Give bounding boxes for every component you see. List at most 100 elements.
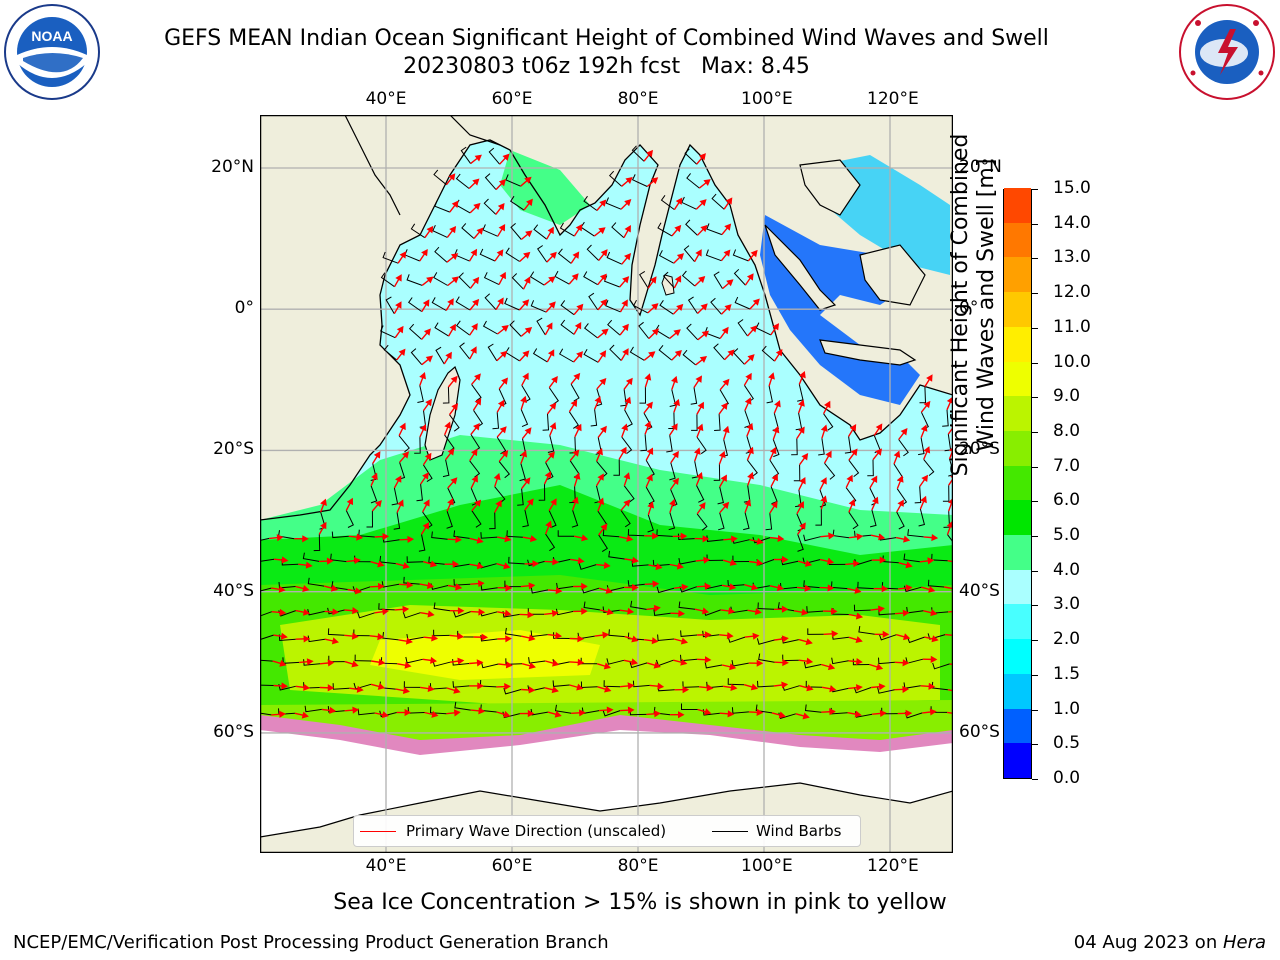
wave-arrow-head [352,607,359,615]
wave-arrow-head [500,350,508,358]
wind-barb [732,249,749,262]
wind-barb [331,531,349,539]
wave-arrow-head [276,534,284,542]
wind-barb [260,659,273,662]
colorbar-tick-label: 8.0 [1053,420,1081,441]
wave-arrow-head [699,356,708,363]
wave-arrow-head [431,710,439,718]
wind-barb [627,529,645,537]
wave-arrow-head [520,395,527,404]
wind-barb [434,200,450,213]
wave-arrow-head [551,686,559,694]
wind-barb [793,464,801,482]
wave-arrow-head [327,684,335,692]
wave-arrow-head [623,472,631,480]
wave-arrow-head [778,711,787,719]
wave-arrow-head [905,561,913,569]
wind-barb [631,145,645,162]
wave-arrow-head [624,199,632,207]
wind-barb [504,627,522,637]
wind-barb [623,485,635,503]
wind-barb [460,146,472,164]
wind-barb [896,511,905,530]
wave-arrow-head [476,536,484,544]
wave-arrow-head [848,498,856,507]
wave-arrow-head [476,227,484,235]
wave-arrow-head [431,634,439,642]
wave-arrow-head [750,249,758,258]
wave-arrow-head [477,682,484,690]
wind-barb [435,346,445,365]
wave-arrow-head [572,449,580,457]
wave-arrow-head [646,401,653,409]
wind-barb [357,708,375,716]
lat-tick-right: 0° [959,298,979,319]
wind-barb [327,706,345,713]
colorbar-segment [1004,326,1031,362]
wind-barb [653,609,671,616]
wind-barb [379,710,397,718]
colorbar-segment [1004,361,1031,397]
wave-arrow-head [356,685,364,693]
wind-barb [658,250,674,264]
wind-barb [632,680,650,688]
wind-barb [657,222,673,237]
wave-arrow-head [698,502,706,510]
wave-arrow-head [404,708,412,717]
wave-arrow-head [303,683,311,691]
wave-arrow-head [422,299,430,307]
wave-arrow-head [671,423,678,431]
wave-arrow-head [625,176,633,184]
wind-barb [640,434,647,452]
colorbar-segment [1004,291,1031,327]
wave-arrow-head [377,682,385,690]
wave-arrow-head [704,582,712,590]
wave-arrow-head [627,706,635,714]
wind-barb [380,325,396,339]
wind-barb [756,638,775,645]
colorbar-tick-label: 3.0 [1053,594,1081,615]
wind-barb [877,687,895,694]
colorbar-tick-label: 5.0 [1053,525,1081,546]
wave-arrow-head [903,633,911,641]
wind-barb [932,662,950,670]
wave-arrow-head [470,346,477,354]
wind-barb [658,344,673,361]
wave-arrow-head [524,327,533,334]
colorbar-segment [1004,742,1031,778]
wind-barb [621,436,633,454]
wave-arrow-head [771,473,778,482]
wave-arrow-head [802,712,810,720]
wind-barb [433,169,447,186]
wave-arrow-head [672,450,679,459]
wave-arrow-head [425,355,434,363]
lat-tick-right: 20°N [959,156,1002,177]
wind-barb [408,297,423,313]
wind-barb [414,437,421,454]
wave-arrow-head [777,534,785,542]
wave-arrow-head [772,323,780,331]
wave-arrow-head [598,227,606,235]
lon-tick-top: 120°E [867,89,919,109]
wave-arrow-head [577,635,585,643]
wave-arrow-head [681,583,689,591]
wind-barb [557,248,572,264]
wave-arrow-head [727,349,735,357]
wind-barb [647,514,654,533]
wind-barb [733,268,746,286]
wind-barb [683,245,695,263]
wave-arrow-head [377,560,385,568]
wind-barb [398,435,410,453]
wind-barb [606,658,625,665]
wind-barb [431,531,448,540]
wind-barb [449,414,460,432]
wave-arrow-head [402,562,410,570]
wave-arrow-head [399,251,407,259]
wave-arrow-head [724,223,732,231]
wind-barb [383,344,398,361]
wave-arrow-head [879,556,887,564]
wave-arrow-head [407,535,415,544]
wind-barb [260,712,272,716]
wave-arrow-head [671,375,678,384]
wave-arrow-head [650,177,659,185]
